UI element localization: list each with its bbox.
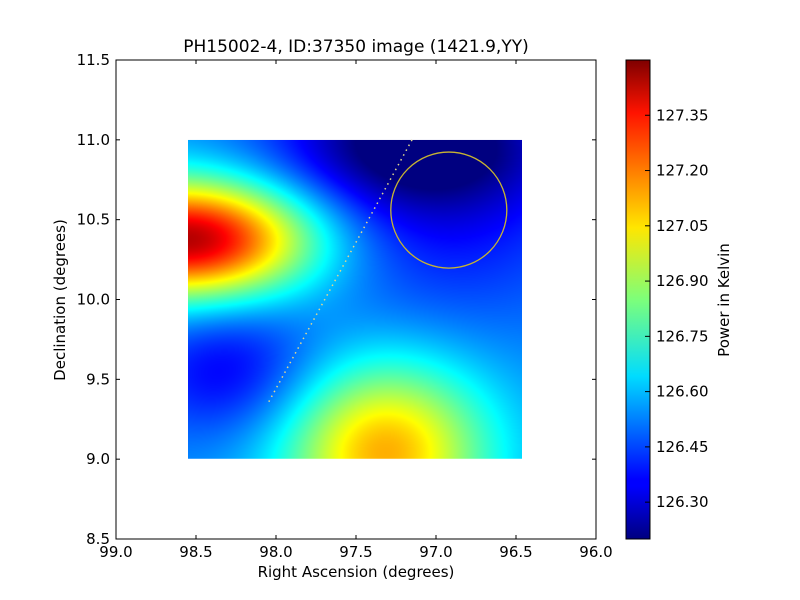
- y-axis-label: Declination (degrees): [51, 219, 69, 381]
- x-tick-label: 97.0: [419, 543, 452, 561]
- y-tick-label: 9.5: [86, 370, 110, 388]
- y-tick-label: 8.5: [86, 530, 110, 548]
- y-tick-label: 9.0: [86, 450, 110, 468]
- colorbar-ticks: 126.30 126.45 126.60 126.75 126.90 127.05 127.…: [645, 106, 709, 511]
- colorbar-tick-label: 127.20: [656, 162, 709, 180]
- x-tick-label: 98.5: [179, 543, 212, 561]
- colorbar-label: Power in Kelvin: [715, 243, 733, 357]
- colorbar-tick-label: 126.45: [656, 438, 709, 456]
- x-tick-label: 96.0: [579, 543, 612, 561]
- x-axis: 99.0 98.5 98.0 97.5 97.0 96.5 96.0: [99, 60, 613, 561]
- colorbar: [625, 59, 651, 540]
- colorbar-tick-label: 127.05: [656, 217, 709, 235]
- y-tick-label: 10.0: [77, 291, 110, 309]
- x-tick-label: 97.5: [339, 543, 372, 561]
- x-tick-label: 96.5: [499, 543, 532, 561]
- y-axis: 8.5 9.0 9.5 10.0 10.5 11.0 11.5: [77, 51, 596, 548]
- y-tick-label: 11.0: [77, 131, 110, 149]
- chart-title: PH15002-4, ID:37350 image (1421.9,YY): [183, 37, 528, 57]
- colorbar-tick-label: 126.90: [656, 272, 709, 290]
- colorbar-tick-label: 126.75: [656, 327, 709, 345]
- colorbar-tick-label: 127.35: [656, 106, 709, 124]
- dotted-line: [267, 139, 413, 404]
- colorbar-tick-label: 126.60: [656, 383, 709, 401]
- colorbar-tick-label: 126.30: [656, 493, 709, 511]
- x-tick-label: 99.0: [99, 543, 132, 561]
- y-tick-label: 11.5: [77, 51, 110, 69]
- x-tick-label: 98.0: [259, 543, 292, 561]
- circle-marker: [390, 151, 508, 269]
- y-tick-label: 10.5: [77, 211, 110, 229]
- heatmap-image: [188, 139, 522, 459]
- x-axis-label: Right Ascension (degrees): [258, 563, 455, 581]
